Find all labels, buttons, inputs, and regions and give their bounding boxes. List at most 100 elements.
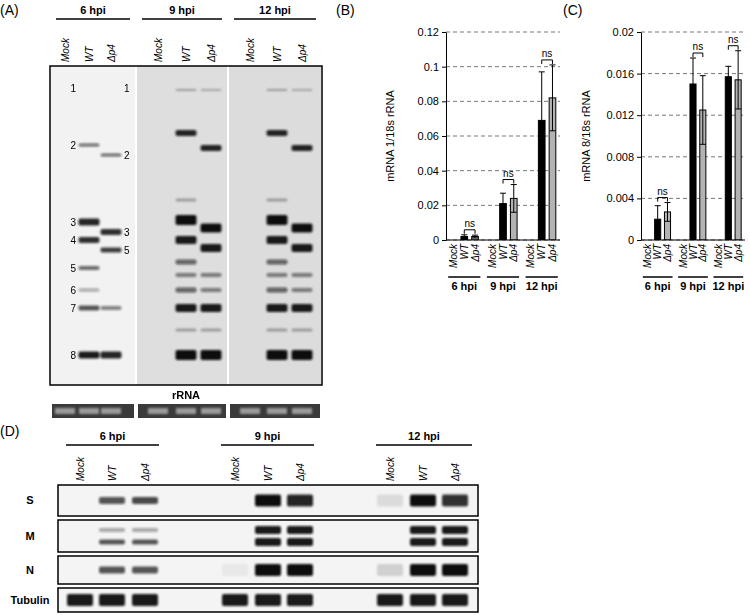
band [267,199,288,202]
band [267,304,288,312]
group-label: 9 hpi [169,4,195,16]
band [255,495,281,507]
y-tick: 0.02 [613,26,641,38]
band [79,144,100,147]
x-tick-label: Δp4 [508,244,519,263]
y-tick-label: 0.1 [424,61,439,73]
band [176,288,197,293]
y-tick-mark [637,198,641,199]
grid-line [446,32,560,33]
grid [641,32,745,240]
band [267,260,288,265]
y-tick-label: 0.08 [418,95,439,107]
error-bar [461,235,467,238]
y-tick-mark [442,205,446,206]
group-label: 12 hpi [526,280,558,292]
band-label: 6 [70,285,76,296]
band [79,306,100,311]
band [292,273,313,277]
band [99,567,125,574]
band [201,244,222,252]
bands [99,526,468,546]
band-label: 3 [124,227,130,238]
band [287,594,313,606]
x-tick-label: WT [536,243,547,259]
band-label: 5 [70,263,76,274]
group-line [221,444,314,446]
blot-frame [50,66,322,385]
y-axis: 00.020.040.060.080.10.12 [418,26,447,246]
blot-panel [58,556,478,584]
blot-panel [58,485,478,516]
y-tick-label: 0.02 [418,199,439,211]
band [132,594,158,606]
band [410,526,436,534]
group-label: 6 hpi [645,280,671,292]
y-tick-mark [442,240,446,241]
band [292,224,313,233]
band [201,273,222,277]
error-bar [700,76,706,145]
group-line [487,276,519,278]
band [292,304,313,312]
band [176,273,197,277]
band [99,594,125,606]
group-label: 9 hpi [680,280,706,292]
error-bar [500,193,506,214]
band-label: 2 [70,140,76,151]
figure: (B)00.020.040.060.080.10.12mRNA 1/18s rR… [0,0,750,615]
band [442,594,468,606]
error-bar [690,58,696,110]
lane-label: Δp4 [140,463,151,482]
y-tick: 0.016 [606,68,641,80]
significance-bracket [693,53,703,57]
band [287,495,313,507]
band [292,244,313,252]
group-line [376,444,472,446]
band [132,528,158,532]
significance-label: ns [542,48,553,59]
band [101,154,122,157]
error-bar [725,66,731,87]
group-label: 6 hpi [451,280,477,292]
y-tick: 0.02 [418,199,446,211]
band [132,497,158,504]
group-label: 6 hpi [100,430,126,442]
band [101,248,122,253]
lane-label: Mock [75,456,86,481]
group-line [526,276,558,278]
band [377,594,403,606]
y-tick-label: 0.02 [613,26,634,38]
bar-chart: (B)00.020.040.060.080.10.12mRNA 1/18s rR… [336,2,560,292]
band-label: 1 [124,83,130,94]
group-line [678,276,708,278]
band [442,538,468,546]
group-label: 12 hpi [712,280,744,292]
band [267,350,288,360]
band-label: 2 [124,150,130,161]
blot-panel [229,66,321,385]
lane-label: Mock [60,37,71,62]
band [287,538,313,546]
rrna-panel [138,404,226,418]
bar [725,77,731,240]
rrna-band [176,408,196,414]
band [442,526,468,534]
blot-panel [137,66,227,385]
x-axis-line [641,240,745,241]
y-tick: 0.012 [606,109,641,121]
lane-label: WT [107,465,118,481]
y-tick-label: 0 [433,234,439,246]
x-tick-label: Δp4 [662,244,673,263]
y-axis: 00.0040.0080.0120.0160.02 [606,26,641,246]
rrna-band [201,408,221,414]
band [201,329,222,332]
x-tick-label: Mock [487,243,498,268]
x-tick-label: Mock [448,243,459,268]
y-tick: 0.06 [418,130,446,142]
band [79,219,100,226]
y-tick-mark [637,32,641,33]
band [267,130,288,136]
group-line [643,276,673,278]
band [99,540,125,545]
